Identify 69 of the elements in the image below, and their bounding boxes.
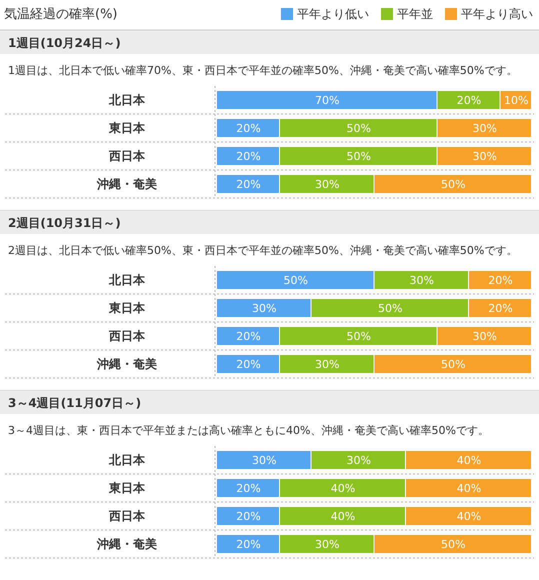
data-label: 50% bbox=[346, 122, 371, 135]
data-label: 50% bbox=[284, 274, 308, 287]
data-label: 30% bbox=[315, 358, 340, 371]
data-label: 30% bbox=[252, 302, 276, 315]
bar bbox=[217, 119, 279, 137]
data-label: 40% bbox=[330, 482, 356, 495]
data-label: 10% bbox=[504, 94, 528, 107]
text: 1週目(10月24日～) bbox=[8, 36, 121, 50]
category-label: 北日本 bbox=[109, 93, 145, 107]
data-label: 30% bbox=[315, 178, 340, 191]
category-label: 東日本 bbox=[109, 481, 145, 495]
data-label: 20% bbox=[236, 482, 261, 495]
category-label: 東日本 bbox=[109, 121, 145, 135]
data-label: 30% bbox=[472, 150, 497, 163]
bar bbox=[438, 147, 531, 165]
data-label: 20% bbox=[456, 94, 482, 107]
data-label: 40% bbox=[330, 510, 356, 523]
bar bbox=[438, 119, 531, 137]
data-label: 20% bbox=[236, 510, 261, 523]
data-label: 20% bbox=[236, 538, 261, 551]
bar bbox=[280, 175, 374, 193]
data-label: 50% bbox=[346, 150, 371, 163]
data-label: 30% bbox=[315, 538, 340, 551]
data-label: 20% bbox=[236, 178, 261, 191]
data-label: 50% bbox=[441, 538, 466, 551]
category-label: 西日本 bbox=[109, 509, 145, 523]
data-label: 40% bbox=[456, 482, 482, 495]
data-label: 20% bbox=[236, 358, 261, 371]
legend-label: 平年より高い bbox=[461, 7, 533, 21]
text: 1週目は、北日本で低い確率70%、東・西日本で平年並の確率50%、沖縄・奄美で高い確率50%です。 bbox=[8, 64, 518, 77]
legend-label: 平年より低い bbox=[297, 7, 369, 21]
data-label: 20% bbox=[488, 302, 513, 315]
text: 気温経過の確率(%) bbox=[4, 6, 118, 22]
data-label: 50% bbox=[378, 302, 402, 315]
bar bbox=[438, 91, 500, 109]
category-label: 沖縄・奄美 bbox=[97, 537, 157, 551]
data-label: 40% bbox=[456, 454, 482, 467]
data-label: 20% bbox=[488, 274, 513, 287]
data-label: 70% bbox=[315, 94, 340, 107]
data-label: 30% bbox=[410, 274, 434, 287]
data-label: 30% bbox=[472, 330, 497, 343]
data-label: 30% bbox=[346, 454, 371, 467]
bar bbox=[217, 147, 279, 165]
category-label: 北日本 bbox=[109, 273, 145, 287]
bar bbox=[374, 175, 531, 193]
data-label: 20% bbox=[236, 122, 261, 135]
text: 2週目は、北日本で低い確率50%、東・西日本で平年並の確率50%、沖縄・奄美で高い確率50%です。 bbox=[8, 244, 518, 257]
bar bbox=[217, 175, 279, 193]
data-label: 50% bbox=[441, 178, 466, 191]
category-label: 東日本 bbox=[109, 301, 145, 315]
data-label: 50% bbox=[346, 330, 371, 343]
category-label: 北日本 bbox=[109, 453, 145, 467]
bar bbox=[217, 91, 436, 109]
data-label: 20% bbox=[236, 330, 261, 343]
text: 2週目(10月31日～) bbox=[8, 216, 121, 230]
data-label: 40% bbox=[456, 510, 482, 523]
category-label: 西日本 bbox=[109, 329, 145, 343]
data-label: 30% bbox=[472, 122, 497, 135]
category-label: 沖縄・奄美 bbox=[97, 357, 157, 371]
category-label: 沖縄・奄美 bbox=[97, 177, 157, 191]
bar bbox=[280, 147, 436, 165]
text: 3～4週目(11月07日～) bbox=[8, 396, 142, 410]
text: 3～4週目は、東・西日本で平年並または高い確率ともに40%、沖縄・奄美で高い確率50%です。 bbox=[8, 424, 489, 437]
bar bbox=[280, 119, 436, 137]
data-label: 50% bbox=[441, 358, 466, 371]
data-label: 30% bbox=[252, 454, 276, 467]
data-label: 20% bbox=[236, 150, 261, 163]
category-label: 西日本 bbox=[109, 149, 145, 163]
legend-label: 平年並 bbox=[397, 7, 433, 21]
